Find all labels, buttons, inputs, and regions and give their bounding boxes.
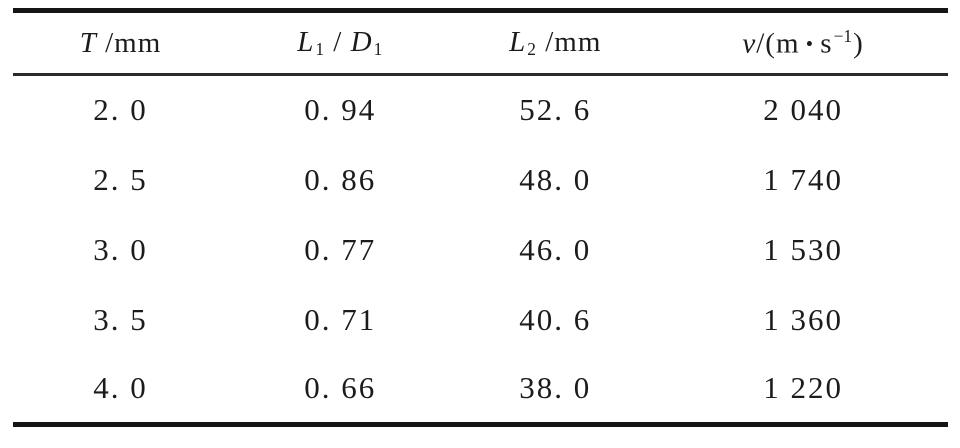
table-cell: 40. 6 <box>519 301 592 337</box>
table-cell: 1 530 <box>763 231 843 267</box>
table-header: T /mm L1 / D1 L2 /mm v/(m • s−1) <box>13 11 948 75</box>
column-header-velocity: v/(m • s−1) <box>658 11 948 75</box>
table-header-row: T /mm L1 / D1 L2 /mm v/(m • s−1) <box>13 11 948 75</box>
table-cell: 3. 0 <box>93 231 148 267</box>
column-header-l1-d1-ratio: L1 / D1 <box>228 11 452 75</box>
table-body: 2. 0 0. 94 52. 6 2 040 2. 5 0. 86 48. 0 1 740 3.… <box>13 75 948 425</box>
header-part: /(m <box>756 27 800 60</box>
header-part: D <box>350 25 373 58</box>
header-part: / <box>325 25 351 58</box>
header-part: 1 <box>315 39 325 60</box>
table-row: 2. 0 0. 94 52. 6 2 040 <box>13 75 948 145</box>
header-part: v <box>742 27 757 60</box>
table-row: 2. 5 0. 86 48. 0 1 740 <box>13 145 948 215</box>
data-table: T /mm L1 / D1 L2 /mm v/(m • s−1) 2. 0 0. 94 5… <box>13 8 948 427</box>
table-cell: 1 740 <box>763 161 843 197</box>
header-part: T <box>79 26 97 59</box>
header-part: ) <box>853 27 864 60</box>
header-part: /mm <box>96 26 162 59</box>
header-part: /mm <box>536 25 602 58</box>
column-header-l2-length: L2 /mm <box>452 11 658 75</box>
table-cell: 2. 0 <box>93 92 148 128</box>
table-row: 3. 5 0. 71 40. 6 1 360 <box>13 285 948 355</box>
table-cell: 48. 0 <box>519 161 592 197</box>
table-cell: 3. 5 <box>93 301 148 337</box>
header-part: 2 <box>527 39 536 60</box>
header-part: L <box>297 25 315 58</box>
table-cell: 1 360 <box>763 301 843 337</box>
table-cell: 2. 5 <box>93 161 148 197</box>
table-cell: 2 040 <box>763 92 843 128</box>
table-cell: 0. 86 <box>304 161 377 197</box>
table-cell: 52. 6 <box>519 92 592 128</box>
table-cell: 0. 71 <box>304 301 377 337</box>
table-cell: 0. 94 <box>304 92 377 128</box>
table-row: 3. 0 0. 77 46. 0 1 530 <box>13 215 948 285</box>
header-part: −1 <box>833 25 853 46</box>
header-part: • <box>799 31 821 56</box>
table-cell: 0. 66 <box>304 370 377 406</box>
table-cell: 0. 77 <box>304 231 377 267</box>
header-part: L <box>509 25 527 58</box>
table-cell: 4. 0 <box>93 370 148 406</box>
header-part: s <box>820 27 833 60</box>
header-part: 1 <box>373 39 383 60</box>
table-cell: 46. 0 <box>519 231 592 267</box>
column-header-thickness: T /mm <box>13 11 228 75</box>
data-table-container: T /mm L1 / D1 L2 /mm v/(m • s−1) 2. 0 0. 94 5… <box>13 8 948 427</box>
table-row: 4. 0 0. 66 38. 0 1 220 <box>13 355 948 425</box>
table-cell: 38. 0 <box>519 370 592 406</box>
table-cell: 1 220 <box>763 370 843 406</box>
